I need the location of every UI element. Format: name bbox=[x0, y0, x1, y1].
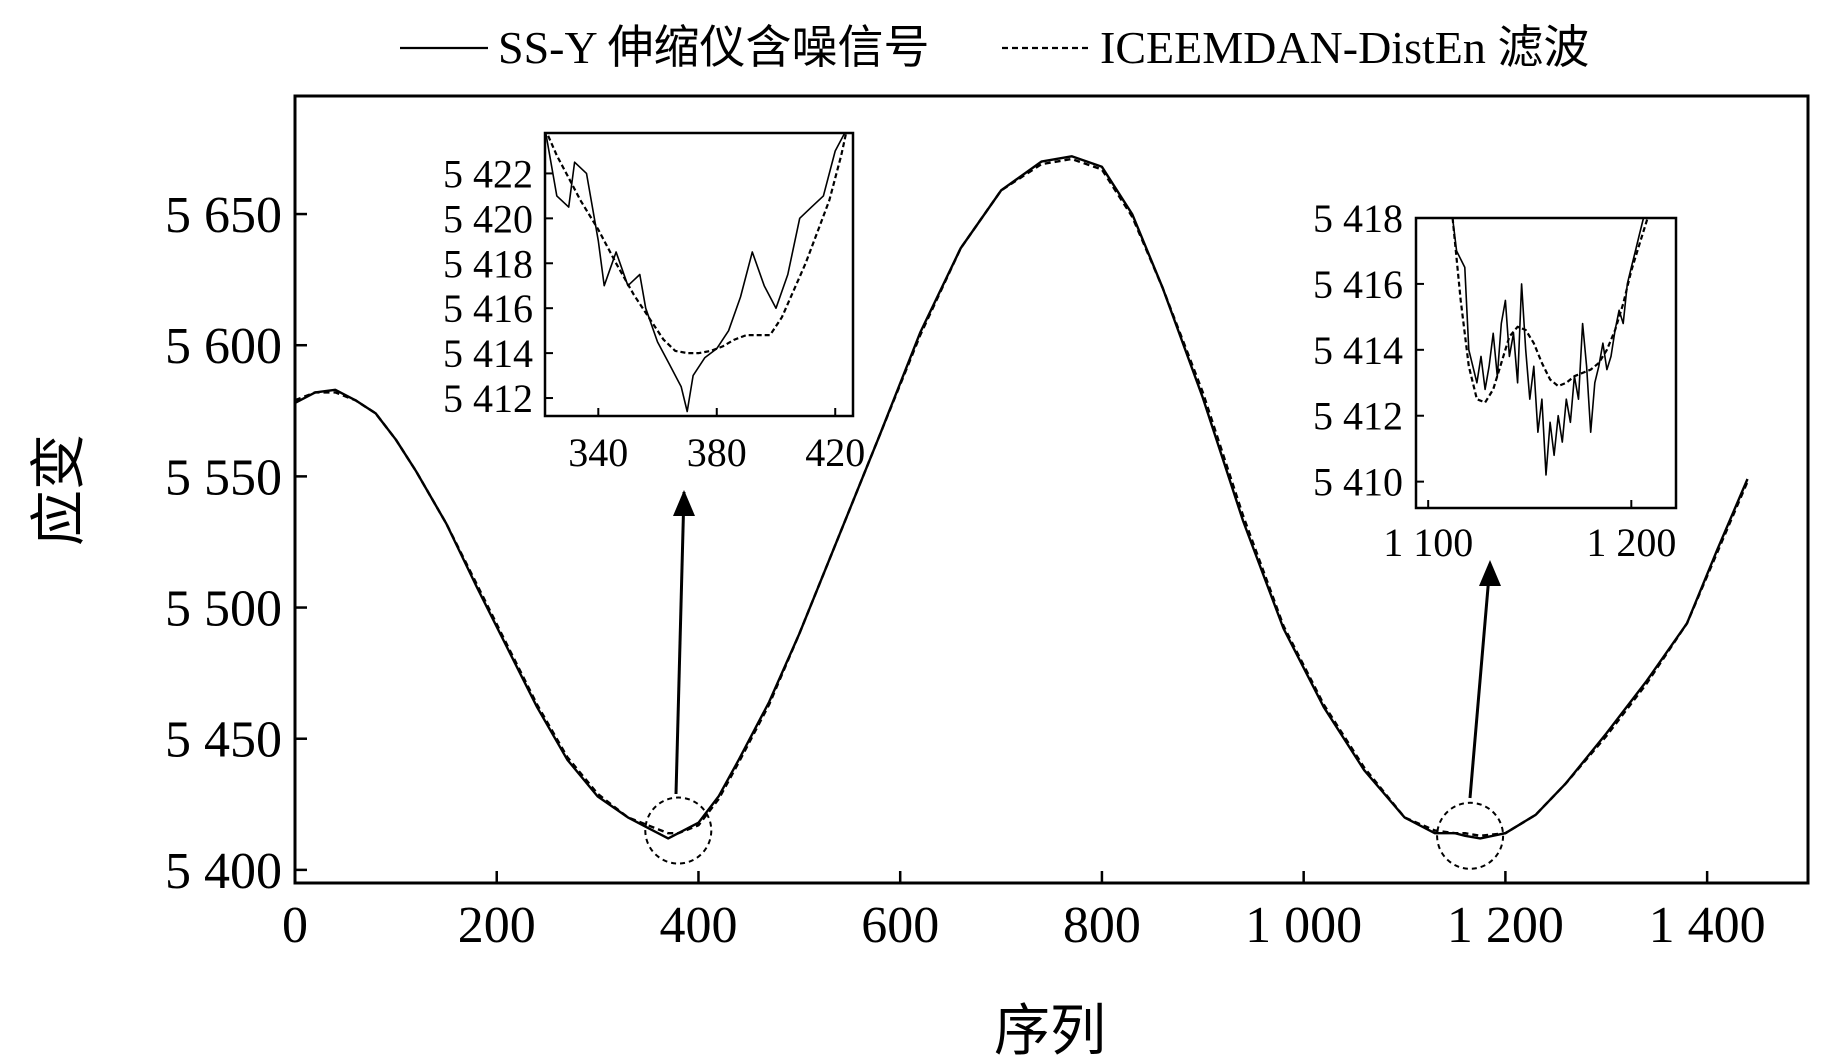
x-tick-label: 400 bbox=[659, 897, 737, 954]
inset-y-tick-label: 5 418 bbox=[443, 241, 533, 286]
highlight-circle bbox=[644, 796, 713, 865]
y-axis-label: 应变 bbox=[29, 434, 91, 546]
y-tick-label: 5 550 bbox=[165, 449, 282, 506]
plot-frame bbox=[293, 94, 1810, 885]
inset-left-frame bbox=[543, 131, 855, 418]
inset-y-tick-label: 5 416 bbox=[443, 286, 533, 331]
arrow-right bbox=[1468, 563, 1492, 799]
highlight-circles bbox=[644, 796, 1505, 870]
y-tick-label: 5 400 bbox=[165, 843, 282, 900]
inset-y-tick-label: 5 412 bbox=[1313, 394, 1403, 439]
x-tick-label: 1 000 bbox=[1245, 897, 1362, 954]
y-tick-label: 5 450 bbox=[165, 712, 282, 769]
legend-label-filtered: ICEEMDAN-DistEn 滤波 bbox=[1100, 22, 1589, 73]
legend-label-noisy: SS-Y 伸缩仪含噪信号 bbox=[498, 22, 930, 73]
legend: SS-Y 伸缩仪含噪信号 ICEEMDAN-DistEn 滤波 bbox=[400, 22, 1589, 73]
y-tick-label: 5 650 bbox=[165, 187, 282, 244]
y-tick-label: 5 600 bbox=[165, 318, 282, 375]
arrow-left-head bbox=[673, 490, 695, 516]
inset-y-tick-label: 5 414 bbox=[1313, 328, 1403, 373]
x-tick-label: 200 bbox=[458, 897, 536, 954]
arrow-left bbox=[674, 491, 686, 795]
x-tick-label: 1 400 bbox=[1649, 897, 1766, 954]
inset-y-tick-label: 5 410 bbox=[1313, 460, 1403, 505]
arrow-right-head bbox=[1479, 560, 1501, 586]
inset-x-tick-label: 420 bbox=[805, 430, 865, 475]
x-tick-label: 1 200 bbox=[1447, 897, 1564, 954]
inset-y-tick-label: 5 422 bbox=[443, 151, 533, 196]
inset-series-line-filtered bbox=[1451, 218, 1649, 404]
inset-x-tick-label: 1 100 bbox=[1383, 520, 1473, 565]
inset-y-tick-label: 5 414 bbox=[443, 331, 533, 376]
inset-y-tick-label: 5 412 bbox=[443, 376, 533, 421]
highlight-circle bbox=[1436, 801, 1505, 870]
inset-y-tick-label: 5 420 bbox=[443, 196, 533, 241]
inset-x-tick-label: 340 bbox=[568, 430, 628, 475]
inset-y-tick-label: 5 418 bbox=[1313, 196, 1403, 241]
inset-series-line-filtered bbox=[545, 133, 848, 355]
y-tick-label: 5 500 bbox=[165, 581, 282, 638]
x-axis-label: 序列 bbox=[994, 1001, 1106, 1063]
series-line-filtered bbox=[294, 157, 1749, 837]
inset-series-line-noisy bbox=[545, 133, 846, 413]
x-tick-label: 600 bbox=[861, 897, 939, 954]
x-tick-label: 0 bbox=[282, 897, 308, 954]
arrows bbox=[673, 490, 1501, 799]
inset-x-tick-label: 380 bbox=[687, 430, 747, 475]
main-series bbox=[294, 155, 1749, 840]
inset-right: 1 100 1 200 5 410 5 412 5 414 5 416 5 418 bbox=[1313, 196, 1678, 565]
main-ticks: 0 200 400 600 800 1 000 1 200 1 400 5 400 5 450 5 … bbox=[165, 187, 1766, 954]
inset-x-tick-label: 1 200 bbox=[1586, 520, 1676, 565]
inset-y-tick-label: 5 416 bbox=[1313, 262, 1403, 307]
x-tick-label: 800 bbox=[1063, 897, 1141, 954]
